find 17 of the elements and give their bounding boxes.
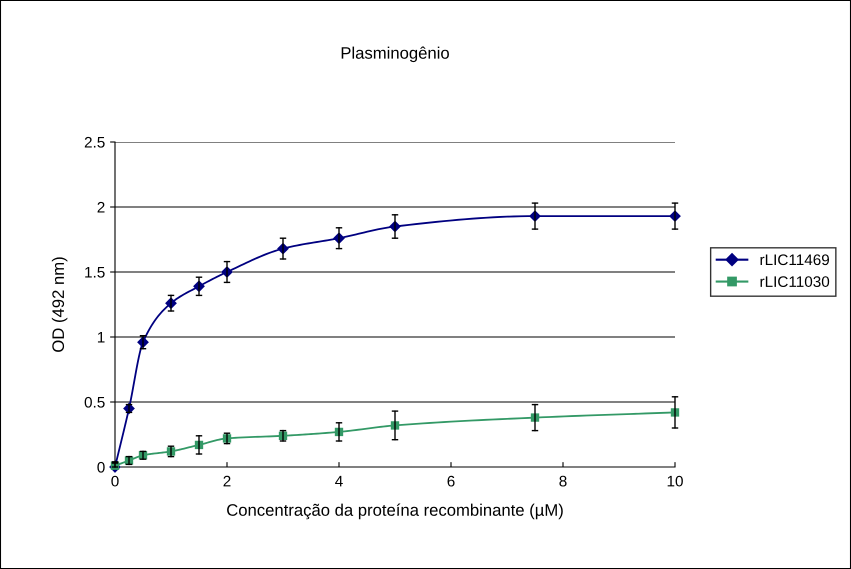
x-tick-label: 0 — [111, 476, 119, 487]
y-tick-label: 2 — [98, 202, 105, 213]
y-axis-title: OD (492 nm) — [52, 257, 68, 352]
y-tick-label: 0 — [97, 462, 105, 473]
y-tick-label: 0.5 — [84, 396, 105, 408]
x-tick-label: 10 — [668, 476, 683, 487]
y-tick-label: 1 — [98, 332, 105, 343]
legend-label: rLIC11469 — [760, 254, 830, 266]
y-tick-label: 2.5 — [84, 136, 105, 148]
x-axis-title: Concentração da proteína recombinante (µM) — [227, 503, 563, 520]
x-tick-label: 4 — [335, 476, 343, 486]
y-tick-label: 1.5 — [85, 267, 105, 278]
x-tick-label: 8 — [559, 476, 567, 487]
x-tick-label: 6 — [448, 476, 455, 487]
x-tick-label: 2 — [224, 476, 230, 486]
legend-label: rLIC11030 — [760, 276, 830, 288]
chart-title: Plasminogênio — [342, 46, 449, 62]
